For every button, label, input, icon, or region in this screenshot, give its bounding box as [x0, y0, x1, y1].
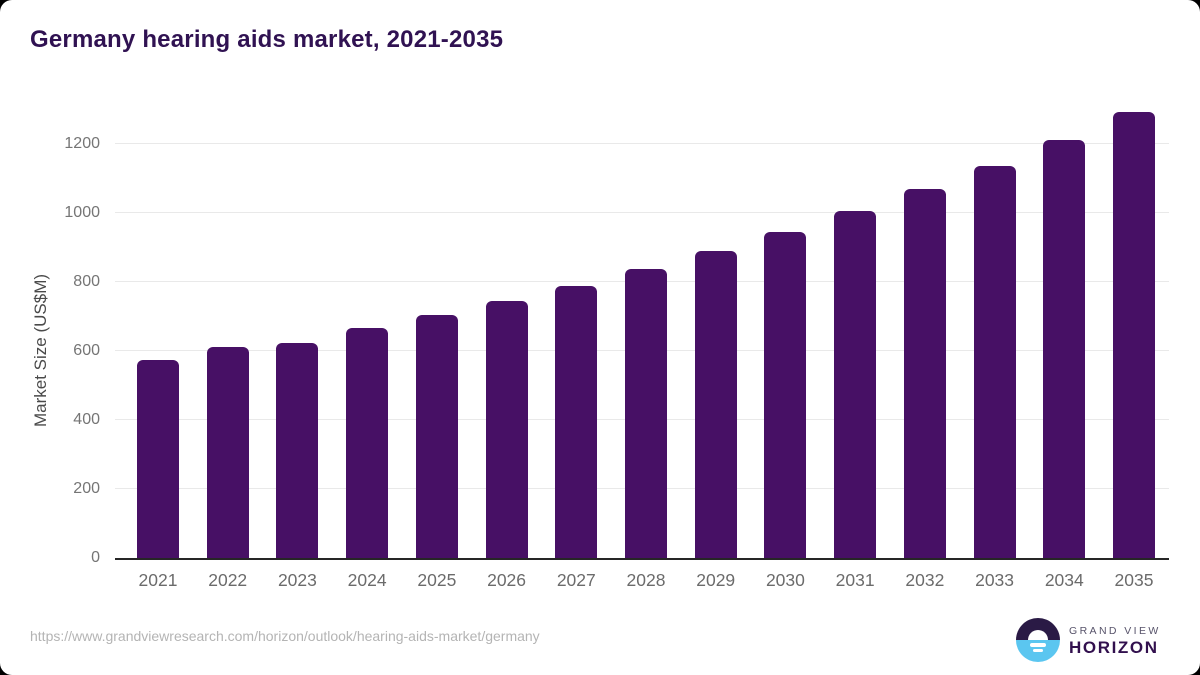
x-tick-label-2034: 2034	[1044, 570, 1084, 590]
x-tick-label-2029: 2029	[696, 570, 736, 590]
x-tick-label-2024: 2024	[347, 570, 387, 590]
bar-2027	[555, 286, 598, 558]
bar-2021	[137, 360, 179, 558]
x-tick-label-2030: 2030	[765, 570, 805, 590]
gridline-1000	[115, 211, 1169, 213]
sun-reflection-bar	[1033, 648, 1043, 652]
logo-text-horizon: HORIZON	[1069, 637, 1159, 657]
bar-2032	[903, 189, 946, 558]
bar-2030	[764, 232, 807, 558]
y-tick-label-600: 600	[73, 341, 100, 359]
bar-2029	[694, 251, 737, 558]
bar-2028	[624, 268, 667, 558]
x-tick-label-2023: 2023	[277, 570, 317, 590]
sun-reflection-bar	[1030, 643, 1046, 647]
sun-icon	[1028, 630, 1048, 640]
brand-logo: GRAND VIEW HORIZON	[1016, 618, 1161, 662]
y-tick-label-800: 800	[73, 272, 100, 290]
bar-2033	[973, 166, 1016, 558]
y-tick-label-1000: 1000	[64, 203, 100, 221]
y-tick-label-1200: 1200	[64, 134, 100, 152]
bar-2025	[415, 315, 458, 558]
y-tick-label-200: 200	[73, 479, 100, 497]
x-tick-label-2021: 2021	[138, 570, 178, 590]
logo-text-grand-view: GRAND VIEW	[1069, 624, 1161, 637]
horizon-sun-logo-icon	[1016, 618, 1060, 662]
x-tick-label-2025: 2025	[417, 570, 457, 590]
x-tick-label-2028: 2028	[626, 570, 666, 590]
x-tick-label-2035: 2035	[1114, 570, 1154, 590]
gridline-1200	[115, 142, 1169, 144]
x-tick-label-2033: 2033	[975, 570, 1015, 590]
x-tick-label-2032: 2032	[905, 570, 945, 590]
x-tick-label-2022: 2022	[208, 570, 248, 590]
bar-2034	[1043, 140, 1086, 558]
x-tick-label-2026: 2026	[487, 570, 527, 590]
bar-2026	[485, 301, 528, 558]
x-tick-label-2031: 2031	[835, 570, 875, 590]
y-tick-label-400: 400	[73, 410, 100, 428]
plot-area: 0 200 400 600 800 1000 1200 2021 2022 2023 2024 202…	[64, 100, 1169, 590]
source-url: https://www.grandviewresearch.com/horizo…	[30, 628, 540, 644]
bar-2031	[834, 210, 877, 558]
bar-2024	[346, 328, 389, 558]
logo-text: GRAND VIEW HORIZON	[1069, 624, 1161, 657]
bar-2022	[206, 347, 249, 558]
chart-title: Germany hearing aids market, 2021-2035	[30, 26, 504, 53]
x-tick-label-2027: 2027	[556, 570, 596, 590]
y-tick-label-0: 0	[91, 549, 100, 566]
bar-2035	[1112, 112, 1155, 558]
bar-2023	[276, 343, 319, 558]
